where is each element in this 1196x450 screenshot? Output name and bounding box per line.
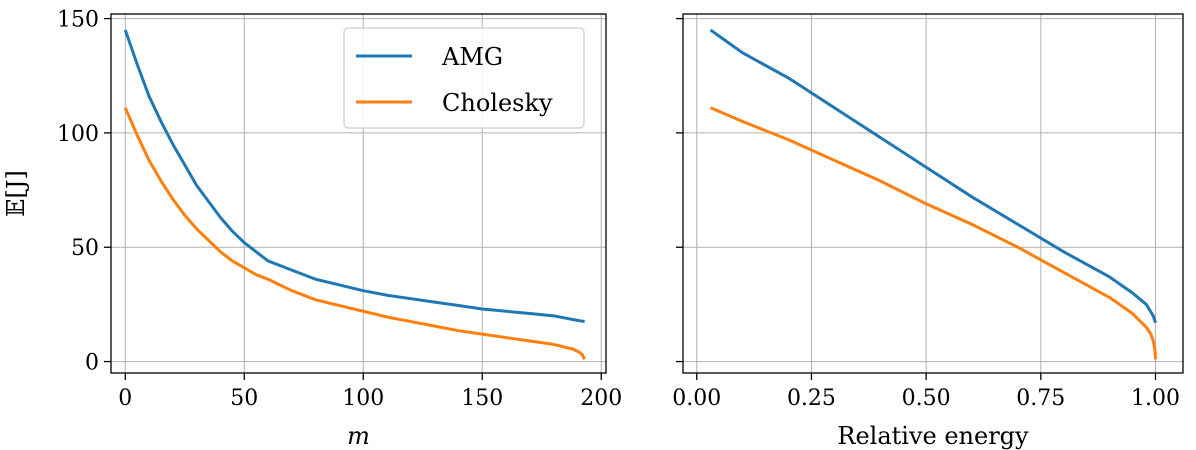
y-axis-label: 𝔼[J] (2, 170, 30, 217)
x-tick-label: 0.50 (902, 386, 951, 411)
x-axis-label: m (347, 422, 370, 450)
x-tick-label: 50 (230, 386, 258, 411)
y-tick-label: 150 (57, 8, 99, 33)
plot-frame (682, 13, 1184, 374)
left-panel: 0 50 100 150 200 0 50 100 150 m 𝔼[J] AMG Cholesky (2, 8, 622, 450)
y-tick-label: 0 (85, 351, 99, 376)
right-panel: 0.00 0.25 0.50 0.75 1.00 Relative energy (672, 13, 1184, 450)
series-line-cholesky (123, 107, 586, 360)
y-tick-label: 100 (57, 122, 99, 147)
x-axis-label: Relative energy (837, 422, 1029, 450)
series-line-amg (709, 28, 1157, 324)
plot-frame (110, 13, 607, 374)
x-tick-label: 150 (461, 386, 503, 411)
x-tick-label: 200 (580, 386, 622, 411)
x-tick-label: 0.00 (672, 386, 721, 411)
legend-label-cholesky: Cholesky (442, 89, 553, 117)
legend: AMG Cholesky (343, 27, 585, 129)
x-tick-label: 100 (342, 386, 384, 411)
x-tick-label: 0.75 (1016, 386, 1065, 411)
legend-label-amg: AMG (441, 43, 503, 71)
x-tick-label: 1.00 (1131, 386, 1180, 411)
x-tick-label: 0.25 (787, 386, 836, 411)
series-line-amg (123, 29, 585, 324)
y-tick-label: 50 (71, 236, 99, 261)
x-tick-label: 0 (118, 386, 132, 411)
series-line-cholesky (709, 106, 1157, 360)
